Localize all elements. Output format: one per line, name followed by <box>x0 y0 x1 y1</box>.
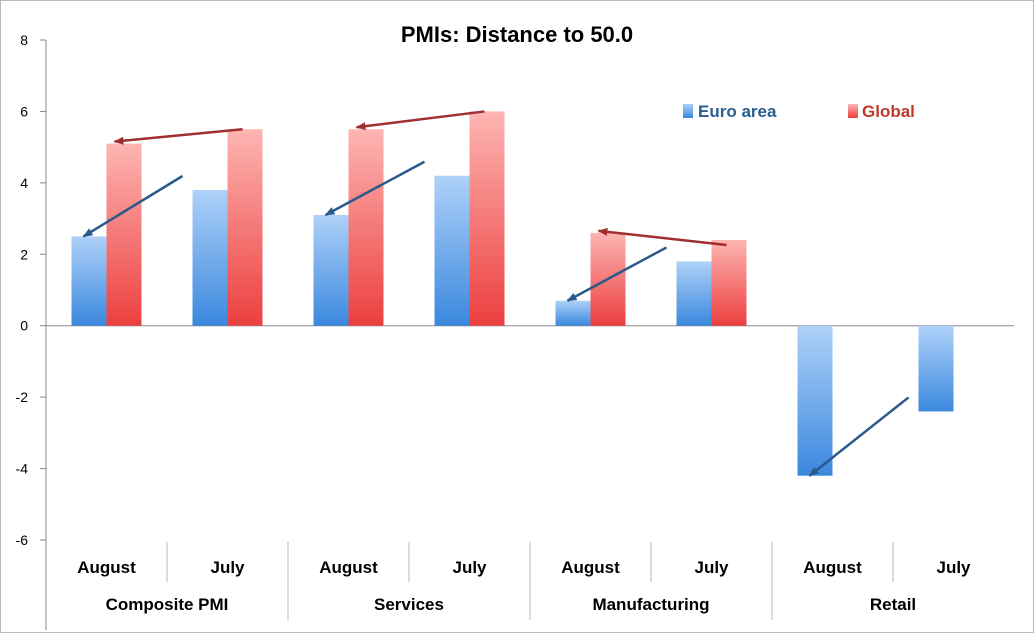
x-group-label: Manufacturing <box>592 595 709 614</box>
arrow-euro-area <box>808 396 910 477</box>
legend-label-global: Global <box>862 102 915 121</box>
legend-swatch-global <box>848 104 858 118</box>
x-category-label: July <box>694 558 729 577</box>
bar-euro-area <box>676 261 712 326</box>
y-tick-label: -2 <box>16 389 29 405</box>
bar-euro-area <box>313 215 349 326</box>
x-group-label: Composite PMI <box>106 595 229 614</box>
arrow-euro-area <box>566 246 668 302</box>
y-tick-label: 2 <box>20 246 28 262</box>
x-category-label: July <box>936 558 971 577</box>
arrow-global <box>113 128 243 145</box>
x-group-label: Retail <box>870 595 916 614</box>
bar-euro-area <box>71 236 107 326</box>
bar-euro-area <box>797 325 833 476</box>
bar-global <box>348 129 384 326</box>
arrow-euro-area <box>324 160 426 217</box>
x-group-label: Services <box>374 595 444 614</box>
arrow-euro-area <box>82 174 184 238</box>
bar-euro-area <box>918 325 954 412</box>
x-category-label: August <box>319 558 378 577</box>
bar-global <box>469 111 505 326</box>
bar-euro-area <box>192 190 228 326</box>
y-tick-label: -6 <box>16 532 29 548</box>
y-tick-label: 0 <box>20 318 28 334</box>
bar-global <box>227 129 263 326</box>
y-tick-label: 6 <box>20 103 28 119</box>
y-tick-label: 4 <box>20 175 28 191</box>
arrow-global <box>597 227 727 247</box>
bar-euro-area <box>434 175 470 326</box>
bar-euro-area <box>555 300 591 326</box>
arrow-global <box>355 110 485 131</box>
x-category-label: July <box>452 558 487 577</box>
x-category-label: August <box>77 558 136 577</box>
bar-global <box>711 240 747 326</box>
x-category-label: August <box>561 558 620 577</box>
legend-swatch-euro-area <box>683 104 693 118</box>
x-category-label: August <box>803 558 862 577</box>
y-tick-label: -4 <box>16 461 29 477</box>
y-tick-label: 8 <box>20 32 28 48</box>
chart-title: PMIs: Distance to 50.0 <box>401 22 633 47</box>
legend-label-euro-area: Euro area <box>698 102 777 121</box>
bar-global <box>106 143 142 326</box>
x-category-label: July <box>210 558 245 577</box>
